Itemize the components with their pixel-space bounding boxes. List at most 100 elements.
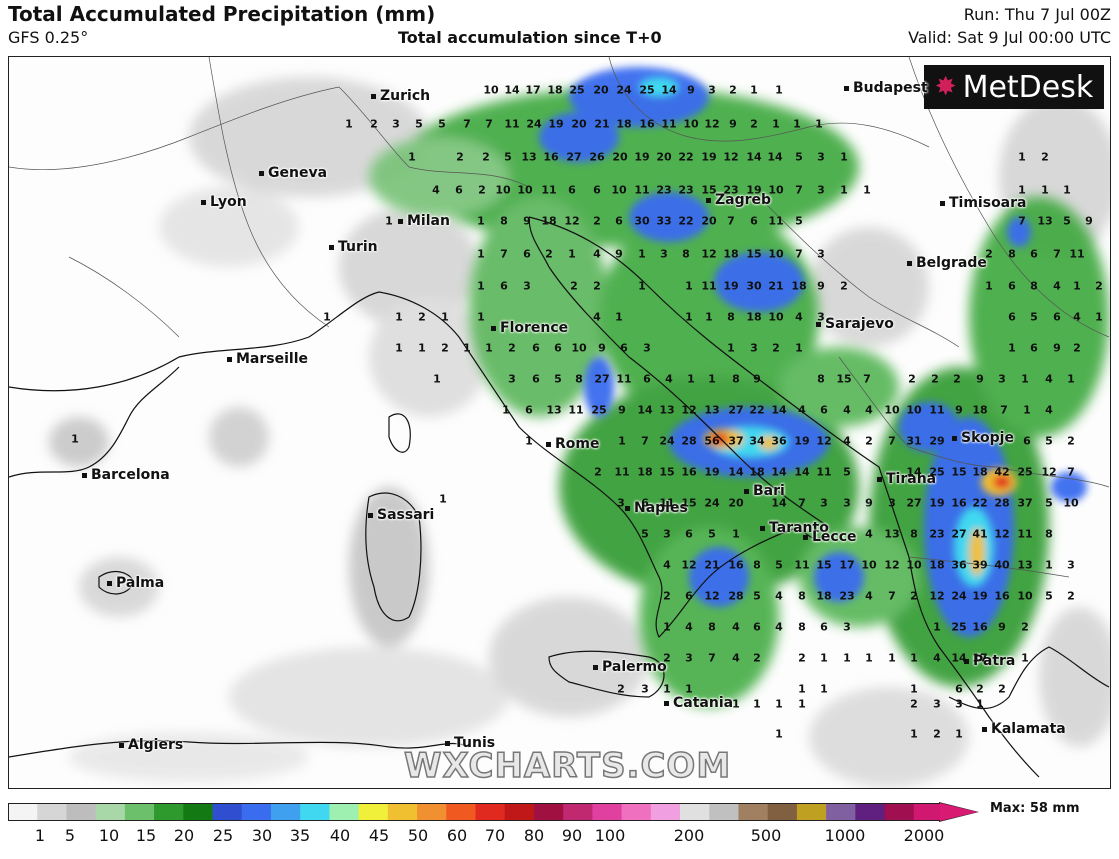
precip-value: 3 xyxy=(708,83,716,97)
chart-title: Total Accumulated Precipitation (mm) xyxy=(8,2,436,26)
precip-value: 56 xyxy=(704,434,720,448)
city-marker-icon xyxy=(803,534,808,540)
precip-value: 1 xyxy=(395,341,403,355)
precip-value: 6 xyxy=(593,183,601,197)
precip-value: 2 xyxy=(570,279,578,293)
colorbar-swatch xyxy=(855,803,886,821)
precip-value: 3 xyxy=(663,527,671,541)
precip-value: 9 xyxy=(955,403,963,417)
precip-value: 4 xyxy=(432,183,440,197)
precip-value: 11 xyxy=(816,465,832,479)
precip-value: 1 xyxy=(775,727,783,741)
city-name: Palma xyxy=(116,575,165,591)
precip-value: 1 xyxy=(793,117,801,131)
precip-value: 8 xyxy=(910,527,918,541)
precip-value: 9 xyxy=(753,372,761,386)
precipitation-map[interactable]: ✸ MetDesk Zurich Budapest Geneva Lyon Milan Za… xyxy=(8,56,1111,789)
precip-value: 2 xyxy=(931,372,939,386)
precip-value: 14 xyxy=(771,496,787,510)
precip-value: 11 xyxy=(701,279,717,293)
precip-value: 19 xyxy=(972,589,988,603)
precip-value: 13 xyxy=(659,403,675,417)
city-marker-icon xyxy=(907,260,912,266)
precip-value: 9 xyxy=(998,620,1006,634)
precip-value: 4 xyxy=(775,589,783,603)
precip-value: 1 xyxy=(1018,183,1026,197)
precip-value: 13 xyxy=(704,403,720,417)
colorbar-tick-label: 30 xyxy=(251,826,273,845)
precip-value: 1 xyxy=(1008,341,1016,355)
precip-value: 19 xyxy=(704,465,720,479)
precip-value: 7 xyxy=(795,247,803,261)
precip-value: 2 xyxy=(1021,620,1029,634)
colorbar-swatch xyxy=(241,803,272,821)
precip-value: 6 xyxy=(554,341,562,355)
city-label-taranto: Taranto xyxy=(760,520,829,536)
precip-value: 1 xyxy=(395,310,403,324)
precip-value: 10 xyxy=(906,558,922,572)
precip-value: 10 xyxy=(768,183,784,197)
city-name: Lyon xyxy=(210,194,247,210)
precip-value: 4 xyxy=(795,310,803,324)
precip-value: 7 xyxy=(1000,403,1008,417)
precip-value: 12 xyxy=(723,150,739,164)
precip-value: 12 xyxy=(1041,465,1057,479)
precip-value: 6 xyxy=(1023,434,1031,448)
precip-value: 4 xyxy=(685,620,693,634)
precip-value: 8 xyxy=(1045,527,1053,541)
precip-value: 22 xyxy=(749,403,765,417)
precip-value: 41 xyxy=(972,527,988,541)
city-marker-icon xyxy=(546,441,551,447)
colorbar-swatch xyxy=(709,803,739,821)
precip-value: 8 xyxy=(817,372,825,386)
precip-value: 25 xyxy=(569,83,585,97)
precip-value: 5 xyxy=(1063,214,1071,228)
precip-value: 19 xyxy=(723,279,739,293)
city-name: Bari xyxy=(753,483,785,499)
precip-value: 3 xyxy=(843,496,851,510)
precip-value: 12 xyxy=(704,117,720,131)
precip-value: 1 xyxy=(753,697,761,711)
precip-value: 39 xyxy=(972,558,988,572)
precip-value: 1 xyxy=(385,214,393,228)
colorbar-swatch xyxy=(417,803,447,821)
precip-value: 8 xyxy=(727,310,735,324)
precip-value: 1 xyxy=(71,432,79,446)
run-label: Run: Thu 7 Jul 00Z xyxy=(963,5,1111,24)
precip-value: 8 xyxy=(708,620,716,634)
precip-value: 7 xyxy=(888,589,896,603)
precip-value: 1 xyxy=(345,117,353,131)
precip-value: 4 xyxy=(593,310,601,324)
precip-value: 6 xyxy=(685,527,693,541)
city-label-florence: Florence xyxy=(491,320,568,336)
city-label-turin: Turin xyxy=(329,239,378,255)
precip-value: 9 xyxy=(523,214,531,228)
precip-value: 14 xyxy=(951,651,967,665)
precip-value: 9 xyxy=(687,83,695,97)
precip-value: 9 xyxy=(615,247,623,261)
colorbar-swatch xyxy=(680,803,710,821)
city-marker-icon xyxy=(760,525,765,531)
precip-value: 1 xyxy=(687,372,695,386)
city-marker-icon xyxy=(119,742,124,748)
precip-value: 25 xyxy=(929,465,945,479)
precip-value: 1 xyxy=(663,682,671,696)
precip-value: 4 xyxy=(665,372,673,386)
colorbar-tick-label: 10 xyxy=(98,826,120,845)
precip-value: 1 xyxy=(1041,183,1049,197)
precip-value: 18 xyxy=(972,465,988,479)
precip-value: 1 xyxy=(463,341,471,355)
precip-value: 7 xyxy=(727,214,735,228)
precip-value: 10 xyxy=(483,83,499,97)
city-label-palma: Palma xyxy=(107,575,164,591)
city-label-timisoara: Timisoara xyxy=(940,195,1027,211)
precip-value: 27 xyxy=(728,403,744,417)
precip-value: 23 xyxy=(723,183,739,197)
city-label-barcelona: Barcelona xyxy=(82,467,170,483)
city-marker-icon xyxy=(844,85,849,91)
precip-value: 1 xyxy=(863,183,871,197)
precip-value: 2 xyxy=(482,150,490,164)
colorbar-swatch xyxy=(504,803,535,821)
precip-value: 14 xyxy=(728,465,744,479)
precip-value: 1 xyxy=(1021,651,1029,665)
